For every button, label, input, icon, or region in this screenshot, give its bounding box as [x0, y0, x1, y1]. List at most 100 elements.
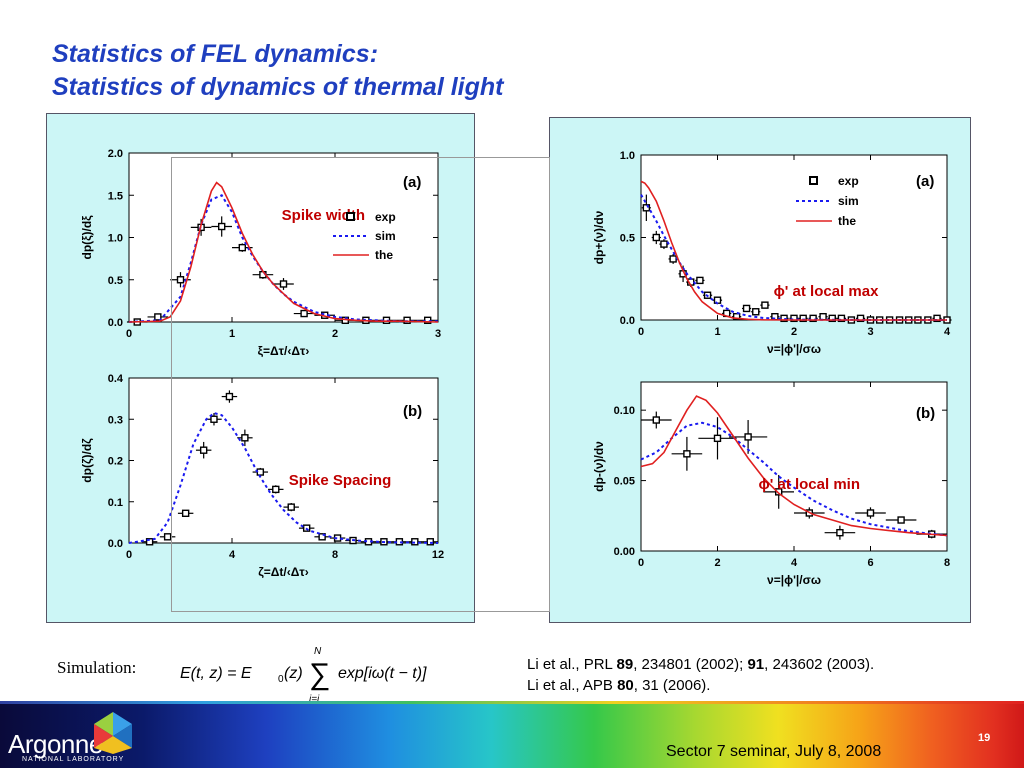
- data-point: [856, 314, 865, 323]
- data-point: [241, 434, 249, 442]
- y-tick-label: 0.4: [108, 373, 124, 385]
- data-point: [837, 314, 846, 323]
- data-point: [809, 314, 817, 323]
- simulation-label: Simulation:: [57, 658, 137, 677]
- legend-sim-label: sim: [838, 194, 859, 208]
- footer-bar: Argonne NATIONAL LABORATORY 19 Sector 7 …: [0, 701, 1024, 768]
- chart-c3: 0 1 2 3 4 0.0 0.5 1.0 ν=|ϕ'|/σω dp+(ν)/dν (a) ϕ' at…: [592, 150, 952, 356]
- x-tick-label: 6: [867, 557, 873, 569]
- data-point: [933, 314, 941, 323]
- x-tick-label: 4: [944, 326, 951, 338]
- x-tick-label: 4: [229, 549, 236, 561]
- data-point: [163, 533, 172, 541]
- x-tick-label: 2: [791, 326, 797, 338]
- data-point: [210, 415, 218, 423]
- legend-sim-label: sim: [375, 229, 396, 243]
- formula-rhs: exp[iω(t − t)]: [338, 665, 427, 682]
- x-tick-label: 0: [638, 326, 644, 338]
- series-sim-line: [640, 194, 947, 321]
- left-figure-panel: 0 1 2 3 0.0 0.5 1.0 1.5 2.0 ξ=Δτ/‹Δτ› dp(ξ)/dξ (a) S…: [46, 113, 475, 623]
- x-tick-label: 1: [229, 328, 235, 340]
- annotation: Spike width: [282, 207, 365, 224]
- data-point: [279, 280, 288, 288]
- data-point: [752, 308, 760, 316]
- y-tick-label: 0.3: [108, 414, 123, 426]
- data-point: [145, 538, 154, 546]
- footer-top-stripe: [0, 701, 1024, 704]
- data-point: [154, 313, 162, 321]
- data-point: [742, 304, 751, 313]
- data-point: [696, 276, 704, 285]
- reference-2: Li et al., APB 80, 31 (2006).: [527, 677, 711, 694]
- y-tick-label: 1.0: [620, 150, 635, 162]
- panel-label: (a): [403, 174, 421, 191]
- x-tick-label: 0: [638, 557, 644, 569]
- x-tick-label: 12: [432, 549, 444, 561]
- data-point: [217, 222, 226, 231]
- x-tick-label: 0: [126, 549, 132, 561]
- x-axis-label: ζ=Δt/‹Δτ›: [258, 565, 308, 579]
- y-tick-label: 2.0: [108, 148, 123, 160]
- y-tick-label: 0.2: [108, 456, 123, 468]
- footer-seminar-text: Sector 7 seminar, July 8, 2008: [666, 743, 882, 760]
- data-point: [713, 434, 722, 443]
- y-tick-label: 0.5: [620, 233, 635, 245]
- data-point: [642, 204, 651, 212]
- reference-1: Li et al., PRL 89, 234801 (2002); 91, 24…: [527, 656, 875, 673]
- slide-title: Statistics of FEL dynamics: Statistics o…: [52, 38, 503, 104]
- data-point: [761, 301, 769, 309]
- chart-c1: 0 1 2 3 0.0 0.5 1.0 1.5 2.0 ξ=Δτ/‹Δτ› dp(ξ)/dξ (a) S…: [80, 148, 441, 358]
- y-tick-label: 1.0: [108, 233, 123, 245]
- legend-exp-label: exp: [838, 174, 859, 188]
- data-point: [238, 243, 247, 252]
- data-point: [199, 446, 208, 454]
- data-point: [836, 528, 844, 537]
- legend-exp-symbol: [809, 176, 818, 185]
- x-tick-label: 3: [867, 326, 873, 338]
- y-tick-label: 0.0: [108, 538, 123, 550]
- legend-exp-label: exp: [375, 210, 396, 224]
- plot-frame: [640, 154, 948, 321]
- x-tick-label: 3: [435, 328, 441, 340]
- formula-sub-0: 0: [278, 674, 284, 685]
- simulation-formula: E(t, z) = E 0 (z) N ∑ j=i exp[iω(t − t)]: [180, 646, 427, 705]
- plot-frame: [128, 377, 439, 544]
- y-tick-label: 0.10: [614, 405, 635, 417]
- y-axis-label: dp+(ν)/dν: [592, 210, 606, 264]
- data-point: [799, 314, 807, 323]
- data-point: [318, 533, 326, 541]
- data-point: [272, 485, 280, 494]
- y-tick-label: 0.00: [614, 546, 635, 558]
- x-tick-label: 8: [332, 549, 338, 561]
- series-the-line: [640, 180, 947, 321]
- right-figure-panel: 0 1 2 3 4 0.0 0.5 1.0 ν=|ϕ'|/σω dp+(ν)/dν (a) ϕ' at…: [549, 117, 971, 623]
- chart-c4: 0 2 4 6 8 0.00 0.05 0.10 ν=|ϕ'|/σω dp-(ν)/dν (b) ϕ'…: [592, 381, 950, 587]
- x-tick-label: 2: [332, 328, 338, 340]
- x-tick-label: 2: [714, 557, 720, 569]
- panel-label: (a): [916, 173, 934, 190]
- legend-exp-symbol: [346, 212, 355, 221]
- data-point: [652, 233, 661, 242]
- series-the-line: [128, 181, 439, 323]
- y-axis-label: dp(ξ)/dξ: [80, 215, 94, 260]
- data-point: [225, 392, 234, 401]
- left-figure: 0 1 2 30.00.51.01.52.0ξ=Δτ/‹Δτ›dp(ξ)/dξ(a)S…: [80, 148, 444, 579]
- data-point: [287, 503, 295, 511]
- formula-lhs: E(t, z) = E: [180, 665, 252, 682]
- data-point: [828, 314, 836, 323]
- x-axis-label: ξ=Δτ/‹Δτ›: [258, 344, 310, 358]
- annotation: Spike Spacing: [289, 472, 392, 489]
- data-point: [774, 488, 783, 496]
- formula-sum-top: N: [314, 646, 322, 657]
- data-point: [181, 509, 190, 517]
- right-figure: 0 1 2 3 4 0.0 0.5 1.0 ν=|ϕ'|/σω dp+(ν)/dν (a) ϕ' at…: [592, 150, 952, 587]
- plot-frame: [640, 381, 948, 552]
- annotation: ϕ' at local max: [774, 283, 880, 300]
- x-tick-label: 4: [791, 557, 798, 569]
- series-sim-line: [128, 412, 439, 544]
- y-axis-label: dp(ζ)/dζ: [80, 438, 94, 483]
- data-point: [897, 516, 905, 524]
- data-point: [790, 314, 798, 323]
- data-point: [652, 416, 661, 424]
- x-tick-label: 0: [126, 328, 132, 340]
